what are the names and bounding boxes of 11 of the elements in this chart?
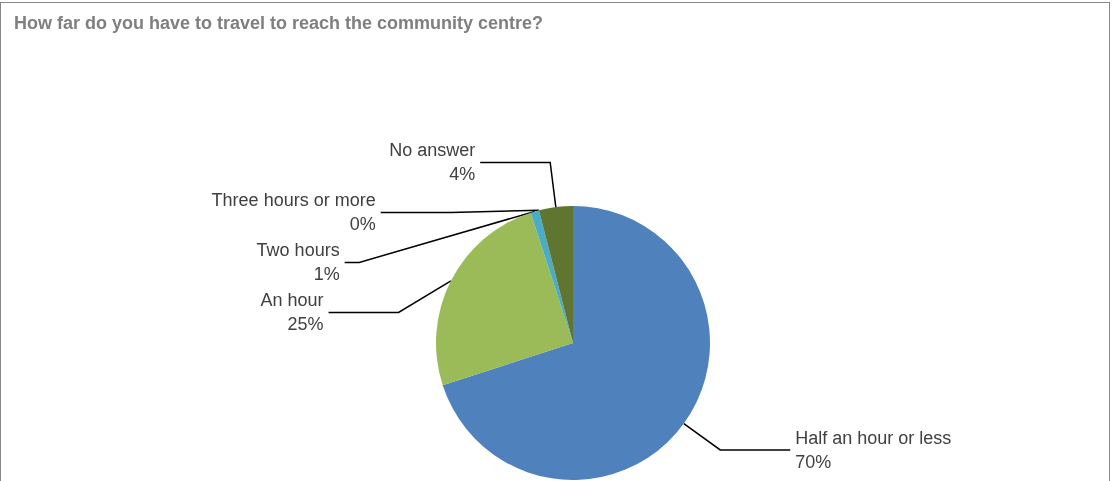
data-label: 1% [313, 264, 340, 285]
text: 0% [349, 214, 376, 235]
slice-label: Two hours [256, 240, 340, 261]
data-label: 25% [287, 314, 324, 335]
slice-label: An hour [260, 290, 324, 311]
chart-title: How far do you have to travel to reach the community centre? [14, 13, 544, 33]
slice-label: Half an hour or less [795, 427, 952, 448]
data-label: 70% [795, 451, 832, 472]
data-label: 4% [449, 164, 476, 185]
category-label: Three hours or more [211, 190, 376, 211]
slice-label: No answer [389, 140, 476, 161]
